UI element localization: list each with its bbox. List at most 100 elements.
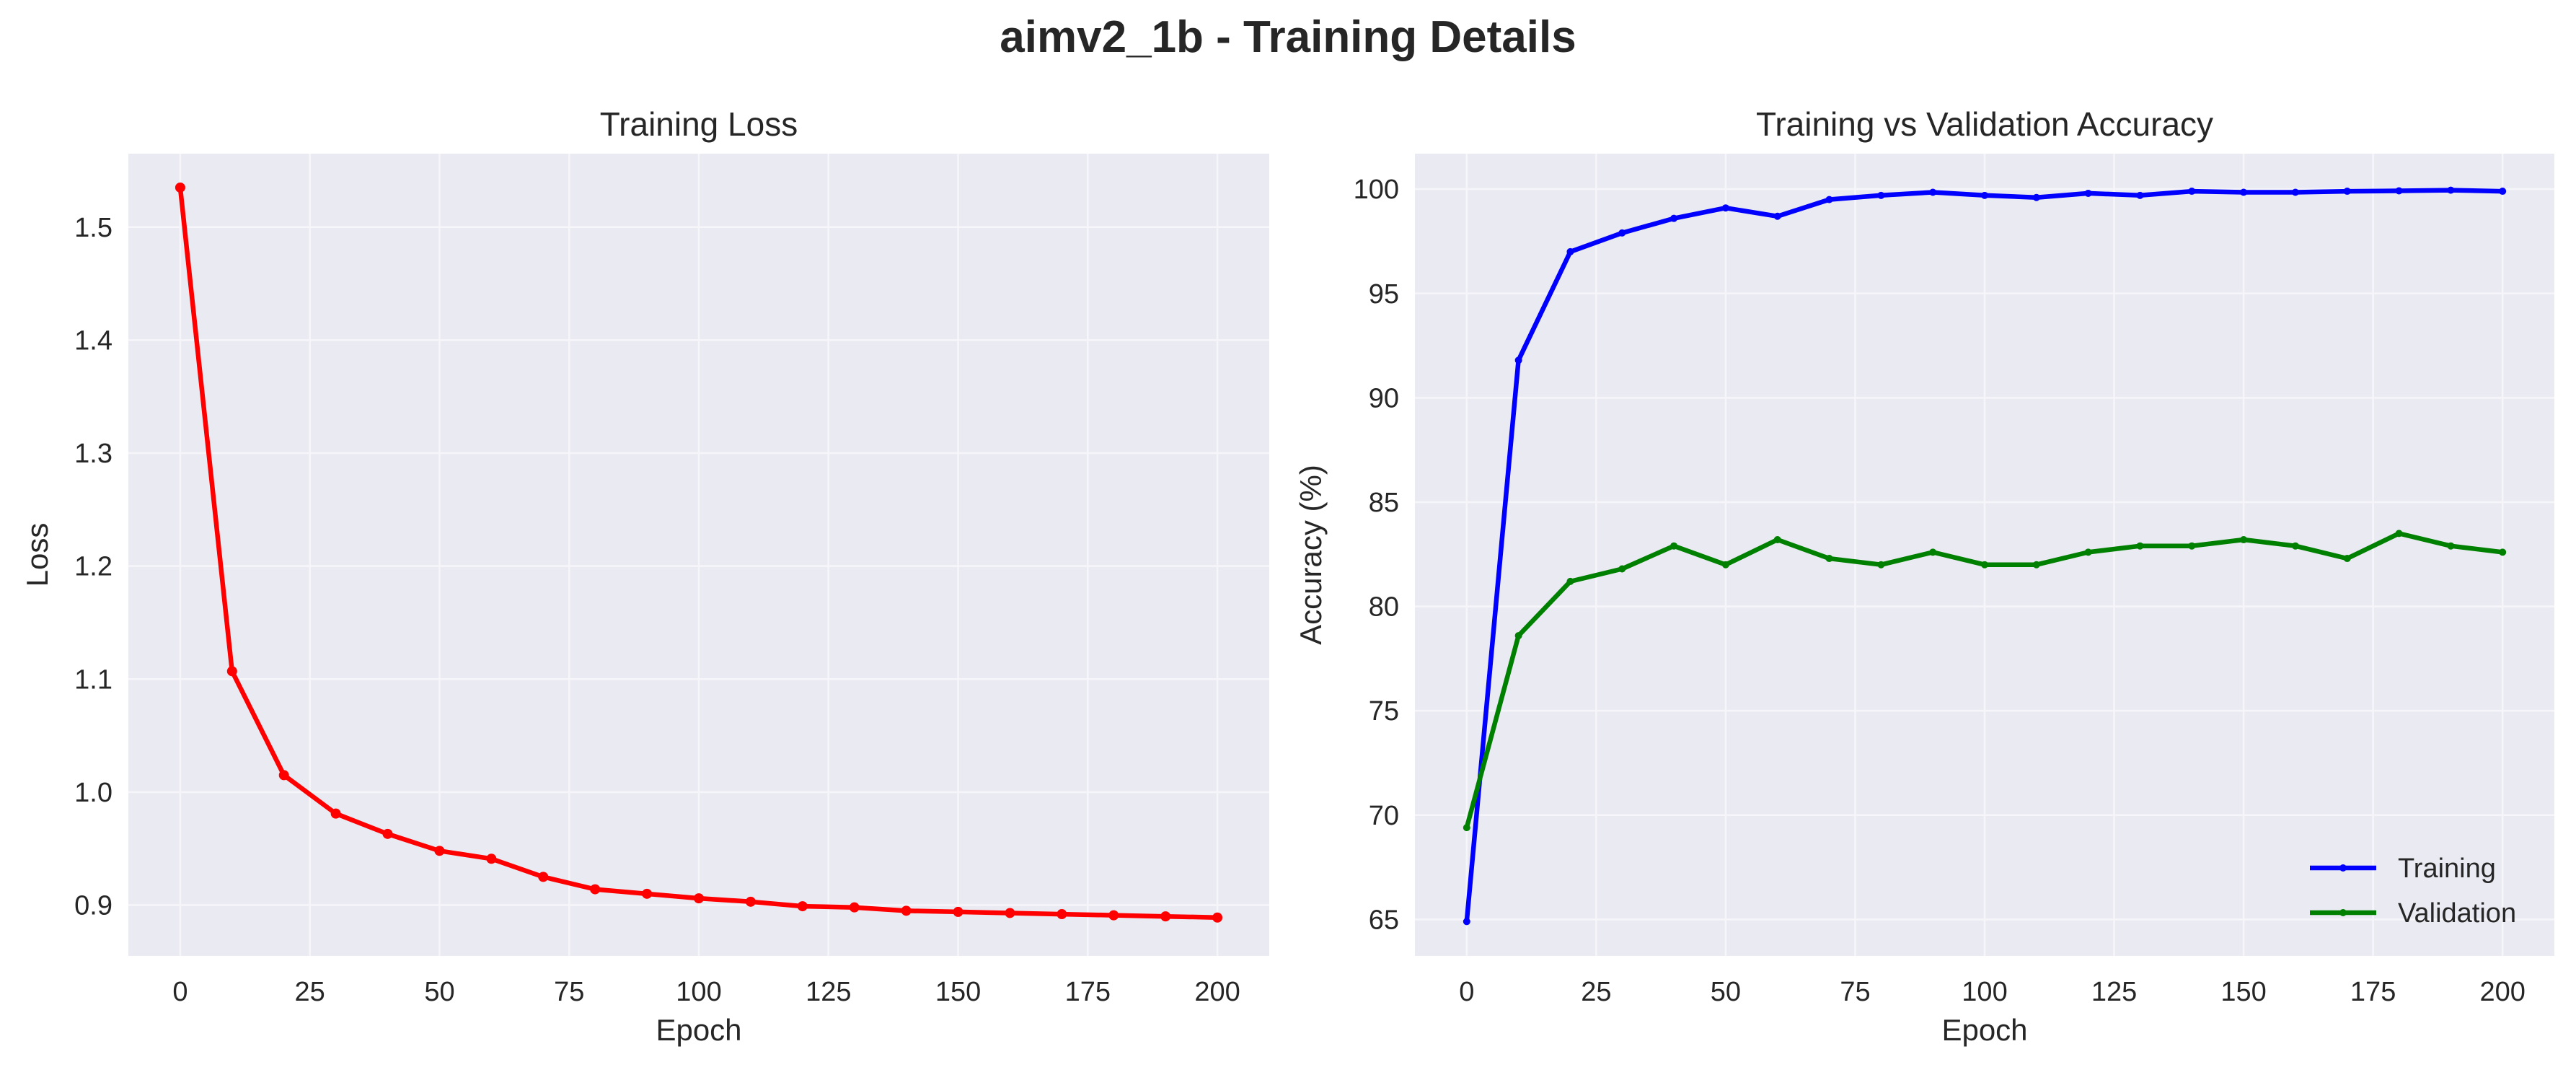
data-point-validation — [2084, 548, 2092, 556]
x-tick-label: 75 — [554, 977, 584, 1007]
data-point-loss — [797, 901, 808, 912]
x-tick-label: 0 — [1459, 977, 1474, 1007]
data-point-training — [2084, 189, 2092, 197]
data-point-validation — [1929, 548, 1937, 556]
data-point-validation — [2240, 536, 2248, 544]
data-point-training — [2395, 187, 2403, 195]
data-point-loss — [486, 854, 497, 864]
y-tick-label: 70 — [1369, 801, 1399, 831]
legend-marker-training — [2339, 864, 2347, 872]
y-tick-label: 90 — [1369, 383, 1399, 413]
data-point-validation — [1514, 632, 1522, 640]
y-tick-label: 0.9 — [74, 891, 113, 921]
data-point-training — [1618, 229, 1626, 237]
legend-marker-validation — [2339, 909, 2347, 916]
data-point-validation — [1670, 542, 1678, 550]
x-tick-label: 25 — [295, 977, 325, 1007]
figure-title: aimv2_1b - Training Details — [1000, 12, 1576, 62]
data-point-validation — [1618, 565, 1626, 573]
data-point-loss — [175, 182, 185, 193]
data-point-loss — [226, 666, 237, 677]
data-point-validation — [2447, 542, 2455, 550]
data-point-training — [2447, 186, 2455, 194]
data-point-validation — [1981, 561, 1988, 569]
data-point-training — [1981, 191, 1988, 199]
data-point-training — [1514, 356, 1522, 364]
y-tick-label: 65 — [1369, 905, 1399, 935]
data-point-validation — [2343, 555, 2351, 563]
y-tick-label: 1.4 — [74, 325, 113, 356]
data-point-loss — [1108, 910, 1119, 921]
data-point-loss — [694, 893, 704, 904]
x-tick-label: 125 — [806, 977, 851, 1007]
y-tick-label: 1.3 — [74, 439, 113, 469]
data-point-training — [2240, 188, 2248, 196]
x-tick-label: 50 — [424, 977, 454, 1007]
y-axis-label: Loss — [20, 523, 54, 587]
data-point-validation — [2136, 542, 2144, 550]
legend-label-validation: Validation — [2398, 898, 2516, 929]
data-point-validation — [2291, 542, 2299, 550]
y-tick-label: 1.1 — [74, 664, 113, 695]
x-tick-label: 150 — [935, 977, 981, 1007]
data-point-loss — [538, 872, 549, 882]
data-point-training — [1773, 212, 1781, 220]
data-point-training — [1877, 191, 1885, 199]
data-point-loss — [382, 828, 393, 839]
data-point-validation — [1773, 536, 1781, 544]
data-point-training — [2032, 193, 2040, 201]
x-axis-label: Epoch — [656, 1013, 741, 1047]
data-point-training — [1566, 247, 1574, 255]
x-tick-label: 150 — [2220, 977, 2266, 1007]
y-tick-label: 1.2 — [74, 552, 113, 582]
x-tick-label: 0 — [172, 977, 188, 1007]
data-point-loss — [745, 896, 756, 907]
data-point-training — [2343, 188, 2351, 196]
data-point-validation — [1825, 555, 1833, 563]
data-point-validation — [1566, 577, 1574, 585]
x-tick-label: 125 — [2091, 977, 2137, 1007]
data-point-loss — [1212, 912, 1223, 923]
data-point-loss — [434, 846, 445, 856]
x-tick-label: 25 — [1581, 977, 1611, 1007]
data-point-loss — [1160, 911, 1171, 922]
data-point-loss — [642, 888, 653, 899]
chart-title: Training Loss — [600, 105, 798, 143]
data-point-loss — [901, 905, 912, 916]
data-point-validation — [1877, 561, 1885, 569]
y-tick-label: 1.0 — [74, 778, 113, 808]
data-point-training — [1825, 196, 1833, 203]
legend-label-training: Training — [2398, 854, 2496, 884]
data-point-training — [1721, 204, 1729, 212]
data-point-validation — [2395, 530, 2403, 538]
data-point-loss — [1005, 908, 1015, 918]
x-tick-label: 75 — [1840, 977, 1870, 1007]
data-point-loss — [330, 808, 341, 819]
y-tick-label: 1.5 — [74, 213, 113, 243]
chart-title: Training vs Validation Accuracy — [1756, 105, 2213, 143]
data-point-loss — [953, 906, 963, 917]
data-point-loss — [278, 770, 289, 781]
data-point-training — [2188, 188, 2196, 196]
chart-training-loss: 0 25 50 75 100 125 150 175 200 0.9 1.0 1.1 1.2 1.3 1.4… — [20, 105, 1269, 1047]
x-tick-label: 100 — [676, 977, 721, 1007]
x-tick-label: 175 — [1065, 977, 1111, 1007]
data-point-training — [2136, 191, 2144, 199]
data-point-training — [2291, 188, 2299, 196]
data-point-training — [1929, 188, 1937, 196]
data-point-loss — [1057, 909, 1067, 920]
y-tick-label: 100 — [1354, 175, 1399, 205]
chart-accuracy: 0 25 50 75 100 125 150 175 200 65 70 75 80 85 90 95 100 T… — [1294, 105, 2554, 1047]
y-tick-label: 80 — [1369, 592, 1399, 623]
y-tick-label: 75 — [1369, 696, 1399, 727]
data-point-validation — [2032, 561, 2040, 569]
data-point-loss — [590, 884, 601, 895]
data-point-validation — [2499, 548, 2507, 556]
data-point-loss — [849, 902, 860, 913]
x-axis-label: Epoch — [1941, 1013, 2027, 1047]
x-tick-label: 50 — [1711, 977, 1741, 1007]
data-point-validation — [1721, 561, 1729, 569]
x-tick-label: 200 — [2479, 977, 2525, 1007]
